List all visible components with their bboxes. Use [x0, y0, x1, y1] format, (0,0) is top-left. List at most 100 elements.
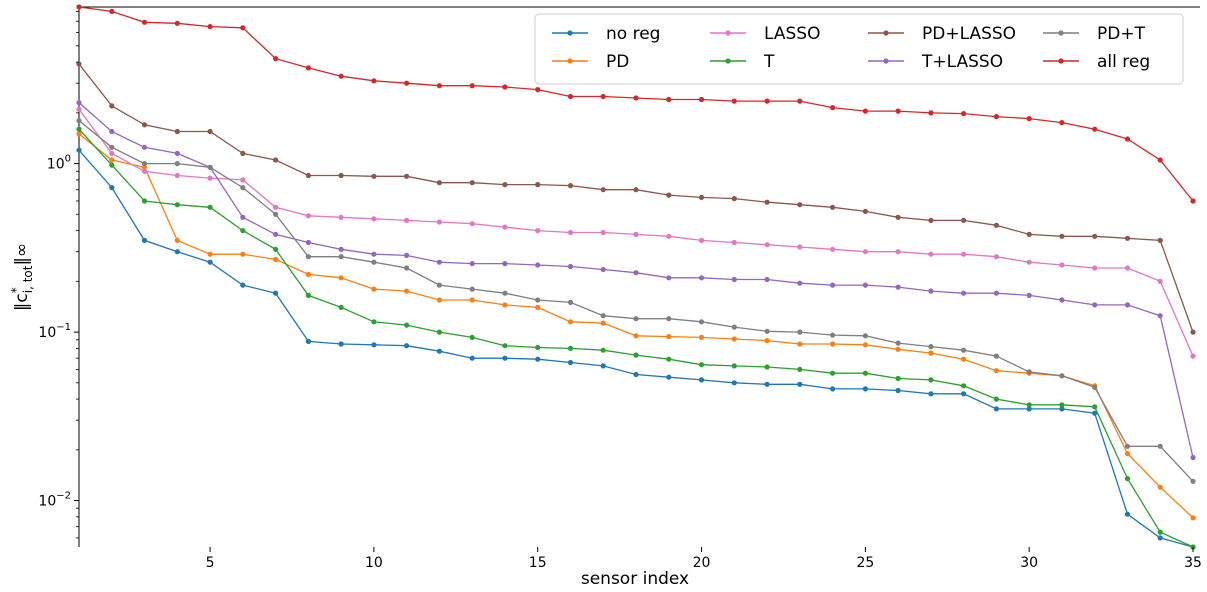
- legend-swatch-marker: [567, 30, 573, 36]
- data-point: [76, 4, 82, 10]
- data-point: [567, 359, 574, 366]
- data-point: [404, 80, 410, 86]
- x-tick-label: 20: [693, 555, 711, 571]
- y-axis-label: ‖c*i, tot‖∞: [9, 243, 35, 311]
- x-tick-label: 35: [1184, 555, 1202, 571]
- data-point: [535, 297, 541, 303]
- data-point: [240, 282, 246, 288]
- data-point: [1157, 443, 1163, 449]
- legend-swatch-marker: [883, 30, 889, 36]
- data-point: [469, 180, 475, 186]
- data-point: [862, 282, 869, 288]
- data-point: [698, 237, 705, 243]
- data-point: [895, 340, 901, 346]
- data-point: [666, 374, 672, 380]
- data-point: [371, 342, 377, 348]
- data-point: [666, 192, 672, 198]
- data-point: [1124, 235, 1131, 241]
- data-point: [404, 173, 410, 179]
- data-point: [535, 87, 541, 93]
- data-point: [797, 329, 803, 335]
- data-point: [273, 256, 279, 262]
- axes: [78, 6, 1200, 547]
- data-point: [895, 387, 901, 394]
- data-point: [1092, 404, 1098, 410]
- data-point: [895, 346, 901, 352]
- data-point: [567, 263, 574, 270]
- data-point: [240, 251, 246, 257]
- data-point: [764, 338, 770, 344]
- data-point: [698, 319, 705, 325]
- data-point: [993, 368, 1000, 374]
- legend-item: T+LASSO: [868, 52, 1003, 72]
- data-point: [993, 353, 1000, 359]
- data-point: [76, 61, 82, 67]
- data-point: [338, 172, 344, 179]
- data-point: [1124, 511, 1131, 517]
- data-point: [698, 334, 705, 340]
- data-point: [961, 111, 967, 117]
- data-point: [338, 341, 344, 347]
- data-point: [830, 341, 836, 347]
- data-point: [567, 93, 574, 100]
- data-point: [797, 280, 803, 286]
- data-point: [1026, 116, 1032, 122]
- data-point: [698, 275, 705, 281]
- legend-label: all reg: [1097, 52, 1150, 72]
- data-point: [109, 128, 115, 135]
- data-point: [862, 208, 869, 214]
- data-point: [1059, 406, 1065, 412]
- data-point: [698, 377, 705, 383]
- data-point: [207, 128, 213, 135]
- legend-label: no reg: [606, 24, 660, 44]
- data-point: [830, 246, 836, 252]
- data-point: [535, 344, 541, 351]
- data-point: [764, 98, 770, 104]
- data-point: [993, 222, 1000, 228]
- data-point: [1157, 484, 1163, 490]
- data-point: [174, 237, 180, 243]
- data-point: [436, 348, 442, 354]
- y-tick-label: 100: [47, 154, 71, 173]
- data-point: [633, 187, 639, 193]
- data-point: [1124, 443, 1131, 449]
- series-line: [78, 149, 1194, 548]
- legend-swatch-marker: [567, 58, 573, 64]
- data-point: [502, 302, 508, 308]
- data-point: [993, 290, 1000, 296]
- data-point: [928, 344, 934, 350]
- data-point: [109, 103, 115, 109]
- data-point: [469, 334, 475, 340]
- data-point: [993, 114, 1000, 120]
- data-point: [1092, 126, 1098, 132]
- data-point: [567, 183, 574, 189]
- data-point: [273, 290, 279, 296]
- y-tick-label: 10−2: [38, 491, 71, 510]
- data-point: [240, 25, 246, 31]
- data-point: [469, 83, 475, 89]
- data-point: [404, 322, 410, 328]
- data-point: [1026, 231, 1032, 237]
- data-point: [764, 328, 770, 334]
- data-point: [567, 319, 574, 325]
- series-3: [76, 106, 1196, 359]
- data-point: [928, 217, 934, 223]
- data-point: [502, 261, 508, 267]
- data-point: [830, 282, 836, 288]
- data-point: [961, 356, 967, 362]
- data-point: [633, 95, 639, 101]
- data-point: [502, 84, 508, 90]
- data-point: [993, 396, 1000, 402]
- series-layer: [76, 4, 1196, 550]
- legend-item: T: [710, 52, 775, 72]
- data-point: [1157, 535, 1163, 541]
- data-point: [207, 204, 213, 210]
- data-point: [404, 217, 410, 223]
- data-point: [207, 164, 213, 170]
- data-point: [1190, 329, 1196, 335]
- data-point: [830, 386, 836, 392]
- data-point: [633, 231, 639, 237]
- data-point: [633, 270, 639, 276]
- data-point: [928, 110, 934, 116]
- data-point: [600, 320, 606, 326]
